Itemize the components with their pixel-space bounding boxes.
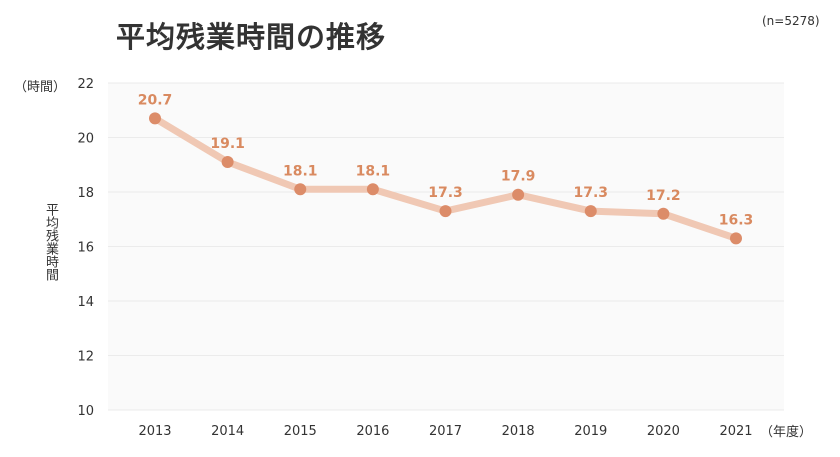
x-tick-label: 2021 <box>719 424 752 439</box>
x-axis-ticks: 2013 2014 2015 2016 2017 2018 2019 2020 2021 <box>138 424 752 439</box>
data-point-2013 <box>149 112 161 125</box>
data-label-group: 20.7 19.1 18.1 18.1 17.3 17.9 17.3 17.2 16.3 <box>138 92 754 228</box>
y-tick-label: 14 <box>77 295 94 310</box>
x-tick-label: 2013 <box>138 424 171 439</box>
y-tick-label: 18 <box>77 186 94 201</box>
gridlines <box>108 82 784 411</box>
x-tick-label: 2018 <box>502 424 535 439</box>
data-point-2020 <box>657 207 670 220</box>
y-tick-label: 22 <box>77 77 94 92</box>
data-label-2015: 18.1 <box>283 163 318 179</box>
y-tick-label: 16 <box>77 241 94 256</box>
data-point-2015 <box>294 183 307 196</box>
data-point-2014 <box>221 156 234 169</box>
x-axis-unit: （年度） <box>760 425 813 440</box>
y-tick-label: 10 <box>77 404 94 419</box>
data-label-2021: 16.3 <box>719 212 754 228</box>
y-tick-label: 20 <box>77 132 94 147</box>
y-axis-ticks: 10 12 14 16 18 20 22 <box>77 77 94 419</box>
data-label-2019: 17.3 <box>573 185 608 201</box>
x-tick-label: 2017 <box>429 424 462 439</box>
x-tick-label: 2014 <box>211 424 244 439</box>
data-label-2014: 19.1 <box>210 136 245 152</box>
y-axis-label: 平均残業時間 <box>43 203 58 281</box>
data-label-2016: 18.1 <box>356 163 391 179</box>
data-point-2019 <box>584 205 597 218</box>
marker-group <box>149 112 742 245</box>
data-label-2017: 17.3 <box>428 185 463 201</box>
sample-size-note: (n=5278) <box>762 14 820 28</box>
x-tick-label: 2020 <box>647 424 680 439</box>
y-axis-unit: （時間） <box>14 80 67 95</box>
y-tick-label: 12 <box>77 350 94 365</box>
data-point-2018 <box>512 188 525 201</box>
chart-title: 平均残業時間の推移 <box>116 20 387 54</box>
x-tick-label: 2015 <box>284 424 317 439</box>
x-tick-label: 2016 <box>356 424 389 439</box>
data-label-2020: 17.2 <box>646 188 681 204</box>
data-point-2017 <box>439 205 452 218</box>
data-point-2021 <box>730 232 742 245</box>
data-label-2018: 17.9 <box>501 169 536 185</box>
x-tick-label: 2019 <box>574 424 607 439</box>
data-label-2013: 20.7 <box>138 92 173 108</box>
data-point-2016 <box>366 183 379 196</box>
